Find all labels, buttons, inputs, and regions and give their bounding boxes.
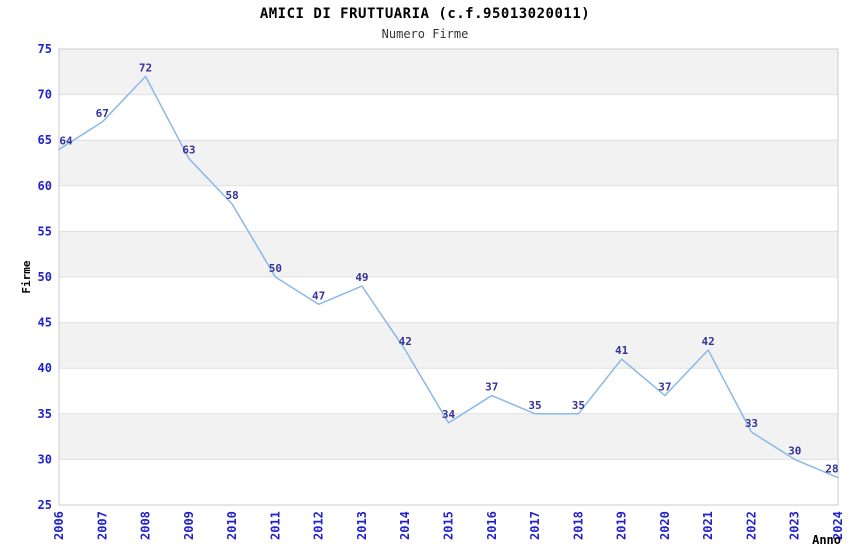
x-tick-label: 2007 [95, 511, 109, 540]
x-tick-label: 2010 [225, 511, 239, 540]
point-label: 67 [96, 107, 109, 120]
x-tick-label: 2024 [831, 511, 845, 540]
x-axis-title: Anno [812, 533, 841, 547]
point-label: 42 [399, 335, 412, 348]
plot-band [59, 231, 838, 277]
y-axis-title: Firme [20, 260, 33, 293]
x-tick-label: 2014 [398, 511, 412, 540]
x-tick-label: 2006 [52, 511, 66, 540]
point-label: 58 [225, 189, 238, 202]
x-tick-label: 2015 [442, 511, 456, 540]
plot-border [58, 48, 839, 506]
y-tick-label: 70 [38, 88, 52, 102]
point-label: 63 [182, 143, 195, 156]
x-tick-label: 2011 [268, 511, 282, 540]
plot-band [59, 413, 838, 460]
x-tick-label: 2009 [182, 511, 196, 540]
x-tick-label: 2022 [744, 511, 758, 540]
x-tick-label: 2021 [701, 511, 715, 540]
point-label: 64 [59, 134, 73, 147]
point-label: 30 [788, 444, 801, 457]
point-label: 37 [485, 381, 498, 394]
point-label: 28 [825, 463, 838, 476]
point-label: 37 [658, 381, 671, 394]
point-label: 42 [702, 335, 715, 348]
y-tick-label: 60 [38, 179, 52, 193]
point-label: 35 [528, 399, 541, 412]
x-tick-label: 2019 [615, 511, 629, 540]
point-label: 47 [312, 289, 325, 302]
y-tick-label: 25 [38, 498, 52, 512]
y-tick-label: 30 [38, 452, 52, 466]
point-label: 33 [745, 417, 758, 430]
point-label: 41 [615, 344, 629, 357]
point-label: 35 [572, 399, 585, 412]
x-tick-label: 2012 [312, 511, 326, 540]
y-tick-label: 40 [38, 361, 52, 375]
plot-band [59, 322, 838, 369]
plot-band [59, 49, 838, 95]
x-tick-label: 2008 [139, 511, 153, 540]
data-line [58, 75, 839, 479]
point-label: 72 [139, 61, 152, 74]
y-tick-label: 65 [38, 133, 52, 147]
x-tick-label: 2017 [528, 511, 542, 540]
chart-subtitle: Numero Firme [381, 27, 469, 41]
x-tick-label: 2018 [571, 511, 585, 540]
point-label: 50 [269, 262, 282, 275]
point-label: 34 [442, 408, 456, 421]
y-tick-label: 75 [38, 42, 52, 56]
plot-band [59, 140, 838, 186]
y-tick-label: 45 [38, 316, 52, 330]
chart-title: AMICI DI FRUTTUARIA (c.f.95013020011) [259, 6, 591, 22]
point-label: 49 [355, 271, 368, 284]
x-tick-label: 2016 [485, 511, 499, 540]
y-tick-label: 35 [38, 407, 52, 421]
y-tick-label: 55 [38, 224, 52, 238]
x-tick-label: 2020 [658, 511, 672, 540]
x-tick-label: 2013 [355, 511, 369, 540]
y-tick-label: 50 [38, 270, 52, 284]
x-tick-label: 2023 [788, 511, 802, 540]
